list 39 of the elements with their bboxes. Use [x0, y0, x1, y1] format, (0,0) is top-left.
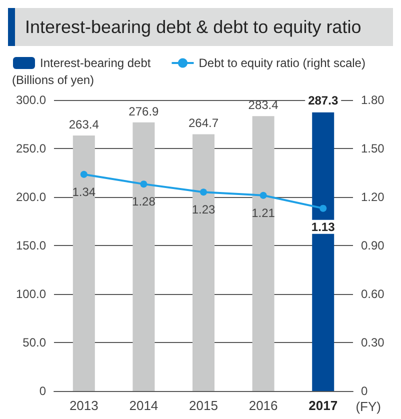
- y2-tick-label: 1.50: [361, 142, 385, 156]
- y-tick-label: 200.0: [16, 190, 46, 204]
- y2-tick-label: 1.20: [361, 190, 385, 204]
- x-tick-label: 2015: [189, 398, 218, 413]
- point: [140, 180, 148, 188]
- y-tick-label: 100.0: [16, 287, 46, 301]
- data-label: 283.4: [248, 98, 279, 112]
- point: [320, 204, 327, 212]
- data-label: 1.28: [132, 194, 156, 209]
- text: (FY): [356, 399, 382, 414]
- y-tick-label: 300.0: [16, 93, 46, 107]
- data-label: 263.4: [68, 118, 100, 132]
- y-axis-title: (Billions of yen): [12, 73, 94, 87]
- data-label: 1.34: [72, 184, 96, 199]
- data-label: 287.3: [308, 93, 338, 108]
- x-tick-label: 2014: [129, 398, 158, 413]
- data-label: 276.9: [128, 104, 160, 118]
- data-label: 1.21: [252, 206, 276, 220]
- y2-tick-label: 1.80: [361, 93, 385, 107]
- y-tick-label: 150.0: [16, 238, 46, 252]
- x-tick-label: 2016: [248, 398, 278, 413]
- x-tick-label: 2017: [308, 398, 338, 413]
- y-tick-label: 250.0: [16, 142, 46, 156]
- legend-label: Debt to equity ratio (right scale): [198, 56, 366, 70]
- y2-tick-label: 0.30: [361, 336, 385, 350]
- chart-title: Interest-bearing debt & debt to equity ratio: [24, 16, 362, 38]
- y2-tick-label: 0.90: [361, 238, 385, 252]
- data-label: 264.7: [188, 116, 219, 130]
- data-label: 1.13: [311, 220, 336, 234]
- point: [80, 170, 88, 178]
- point: [260, 192, 267, 199]
- x-tick-label: 2013: [69, 398, 98, 413]
- y-tick-label: 0: [39, 384, 46, 398]
- point: [200, 188, 207, 196]
- y-tick-label: 50.0: [22, 336, 46, 350]
- data-label: 1.23: [192, 202, 216, 217]
- legend-label: Interest-bearing debt: [40, 56, 152, 70]
- y2-tick-label: 0.60: [361, 287, 385, 301]
- y2-tick-label: 0: [361, 384, 368, 398]
